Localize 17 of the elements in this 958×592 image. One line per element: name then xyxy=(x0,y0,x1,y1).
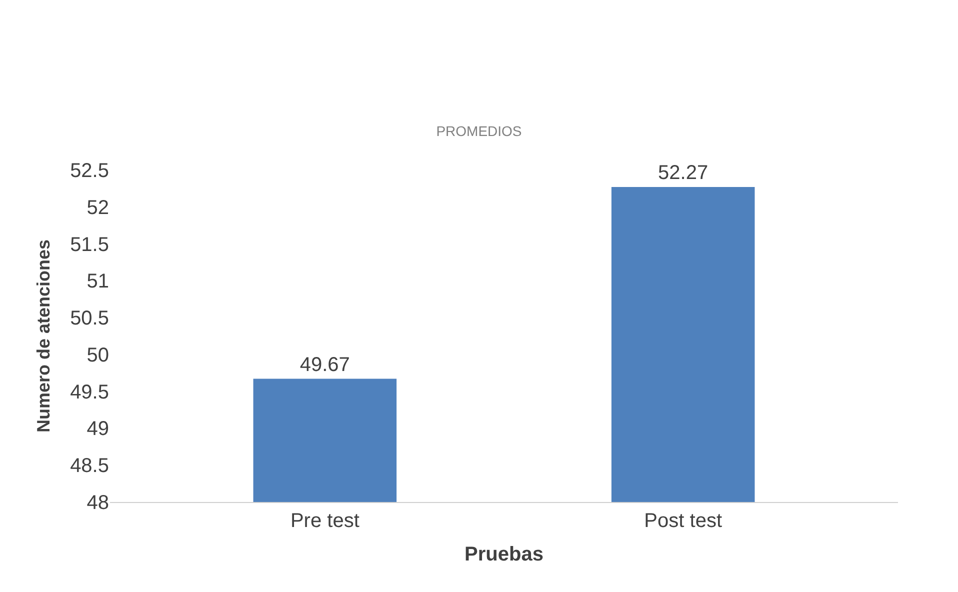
y-tick-label: 50.5 xyxy=(70,308,109,330)
y-tick-label: 48.5 xyxy=(70,455,109,478)
y-tick-label: 49 xyxy=(86,418,109,440)
data-label: 52.27 xyxy=(658,162,708,184)
y-tick-label: 50 xyxy=(86,344,109,366)
y-tick-label: 52 xyxy=(86,196,109,219)
x-tick-label: Post test xyxy=(644,510,722,532)
x-tick-label: Pre test xyxy=(290,510,360,532)
chart-title: PROMEDIOS xyxy=(436,123,522,140)
x-axis-title: Pruebas xyxy=(464,544,544,566)
y-tick-label: 51 xyxy=(86,270,109,293)
y-axis-title: Numero de atenciones xyxy=(33,239,54,433)
y-tick-label: 51.5 xyxy=(70,234,109,256)
y-tick-label: 52.5 xyxy=(70,160,109,182)
data-label: 49.67 xyxy=(300,354,350,376)
y-tick-label: 49.5 xyxy=(70,381,109,404)
y-tick-label: 48 xyxy=(86,492,109,514)
